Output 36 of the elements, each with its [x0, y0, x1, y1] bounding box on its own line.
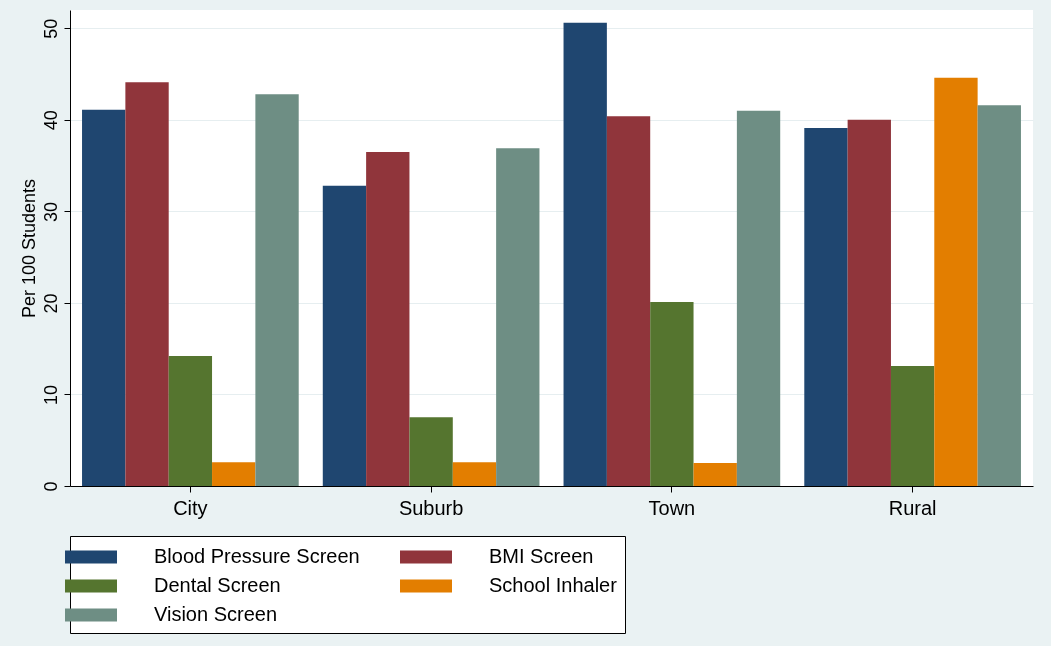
- bar: [168, 356, 213, 486]
- x-tick-label: Suburb: [398, 496, 464, 519]
- bar: [693, 463, 737, 486]
- bar: [606, 116, 651, 486]
- bar: [366, 151, 410, 486]
- legend-label: Dental Screen: [154, 574, 281, 596]
- bar: [322, 185, 367, 486]
- bar: [563, 22, 607, 486]
- x-tick-label: City: [173, 496, 208, 519]
- x-tick-label: Town: [648, 496, 696, 519]
- legend-label: School Inhaler: [489, 574, 618, 596]
- y-tick-label: 10: [40, 384, 61, 405]
- bar: [650, 302, 694, 486]
- y-tick-label: 40: [40, 110, 61, 131]
- bar: [847, 119, 891, 486]
- bar: [496, 148, 540, 486]
- legend-label: BMI Screen: [489, 545, 594, 567]
- legend-label: Blood Pressure Screen: [154, 545, 360, 567]
- bar: [212, 462, 256, 486]
- bar: [452, 462, 497, 486]
- bar: [977, 105, 1021, 486]
- bar: [409, 417, 453, 486]
- bar: [804, 128, 848, 486]
- bar: [125, 82, 169, 486]
- y-axis-title: Per 100 Students: [18, 178, 39, 319]
- bar: [890, 366, 935, 486]
- bar: [255, 94, 299, 486]
- y-tick-label: 30: [40, 201, 61, 222]
- x-tick-label: Rural: [888, 496, 937, 519]
- legend-label: Vision Screen: [154, 603, 278, 625]
- bar: [736, 110, 781, 486]
- bar: [934, 77, 978, 486]
- bar: [82, 109, 126, 486]
- y-tick-label: 50: [40, 18, 61, 39]
- y-tick-label: 0: [40, 481, 61, 492]
- y-tick-label: 20: [40, 293, 61, 314]
